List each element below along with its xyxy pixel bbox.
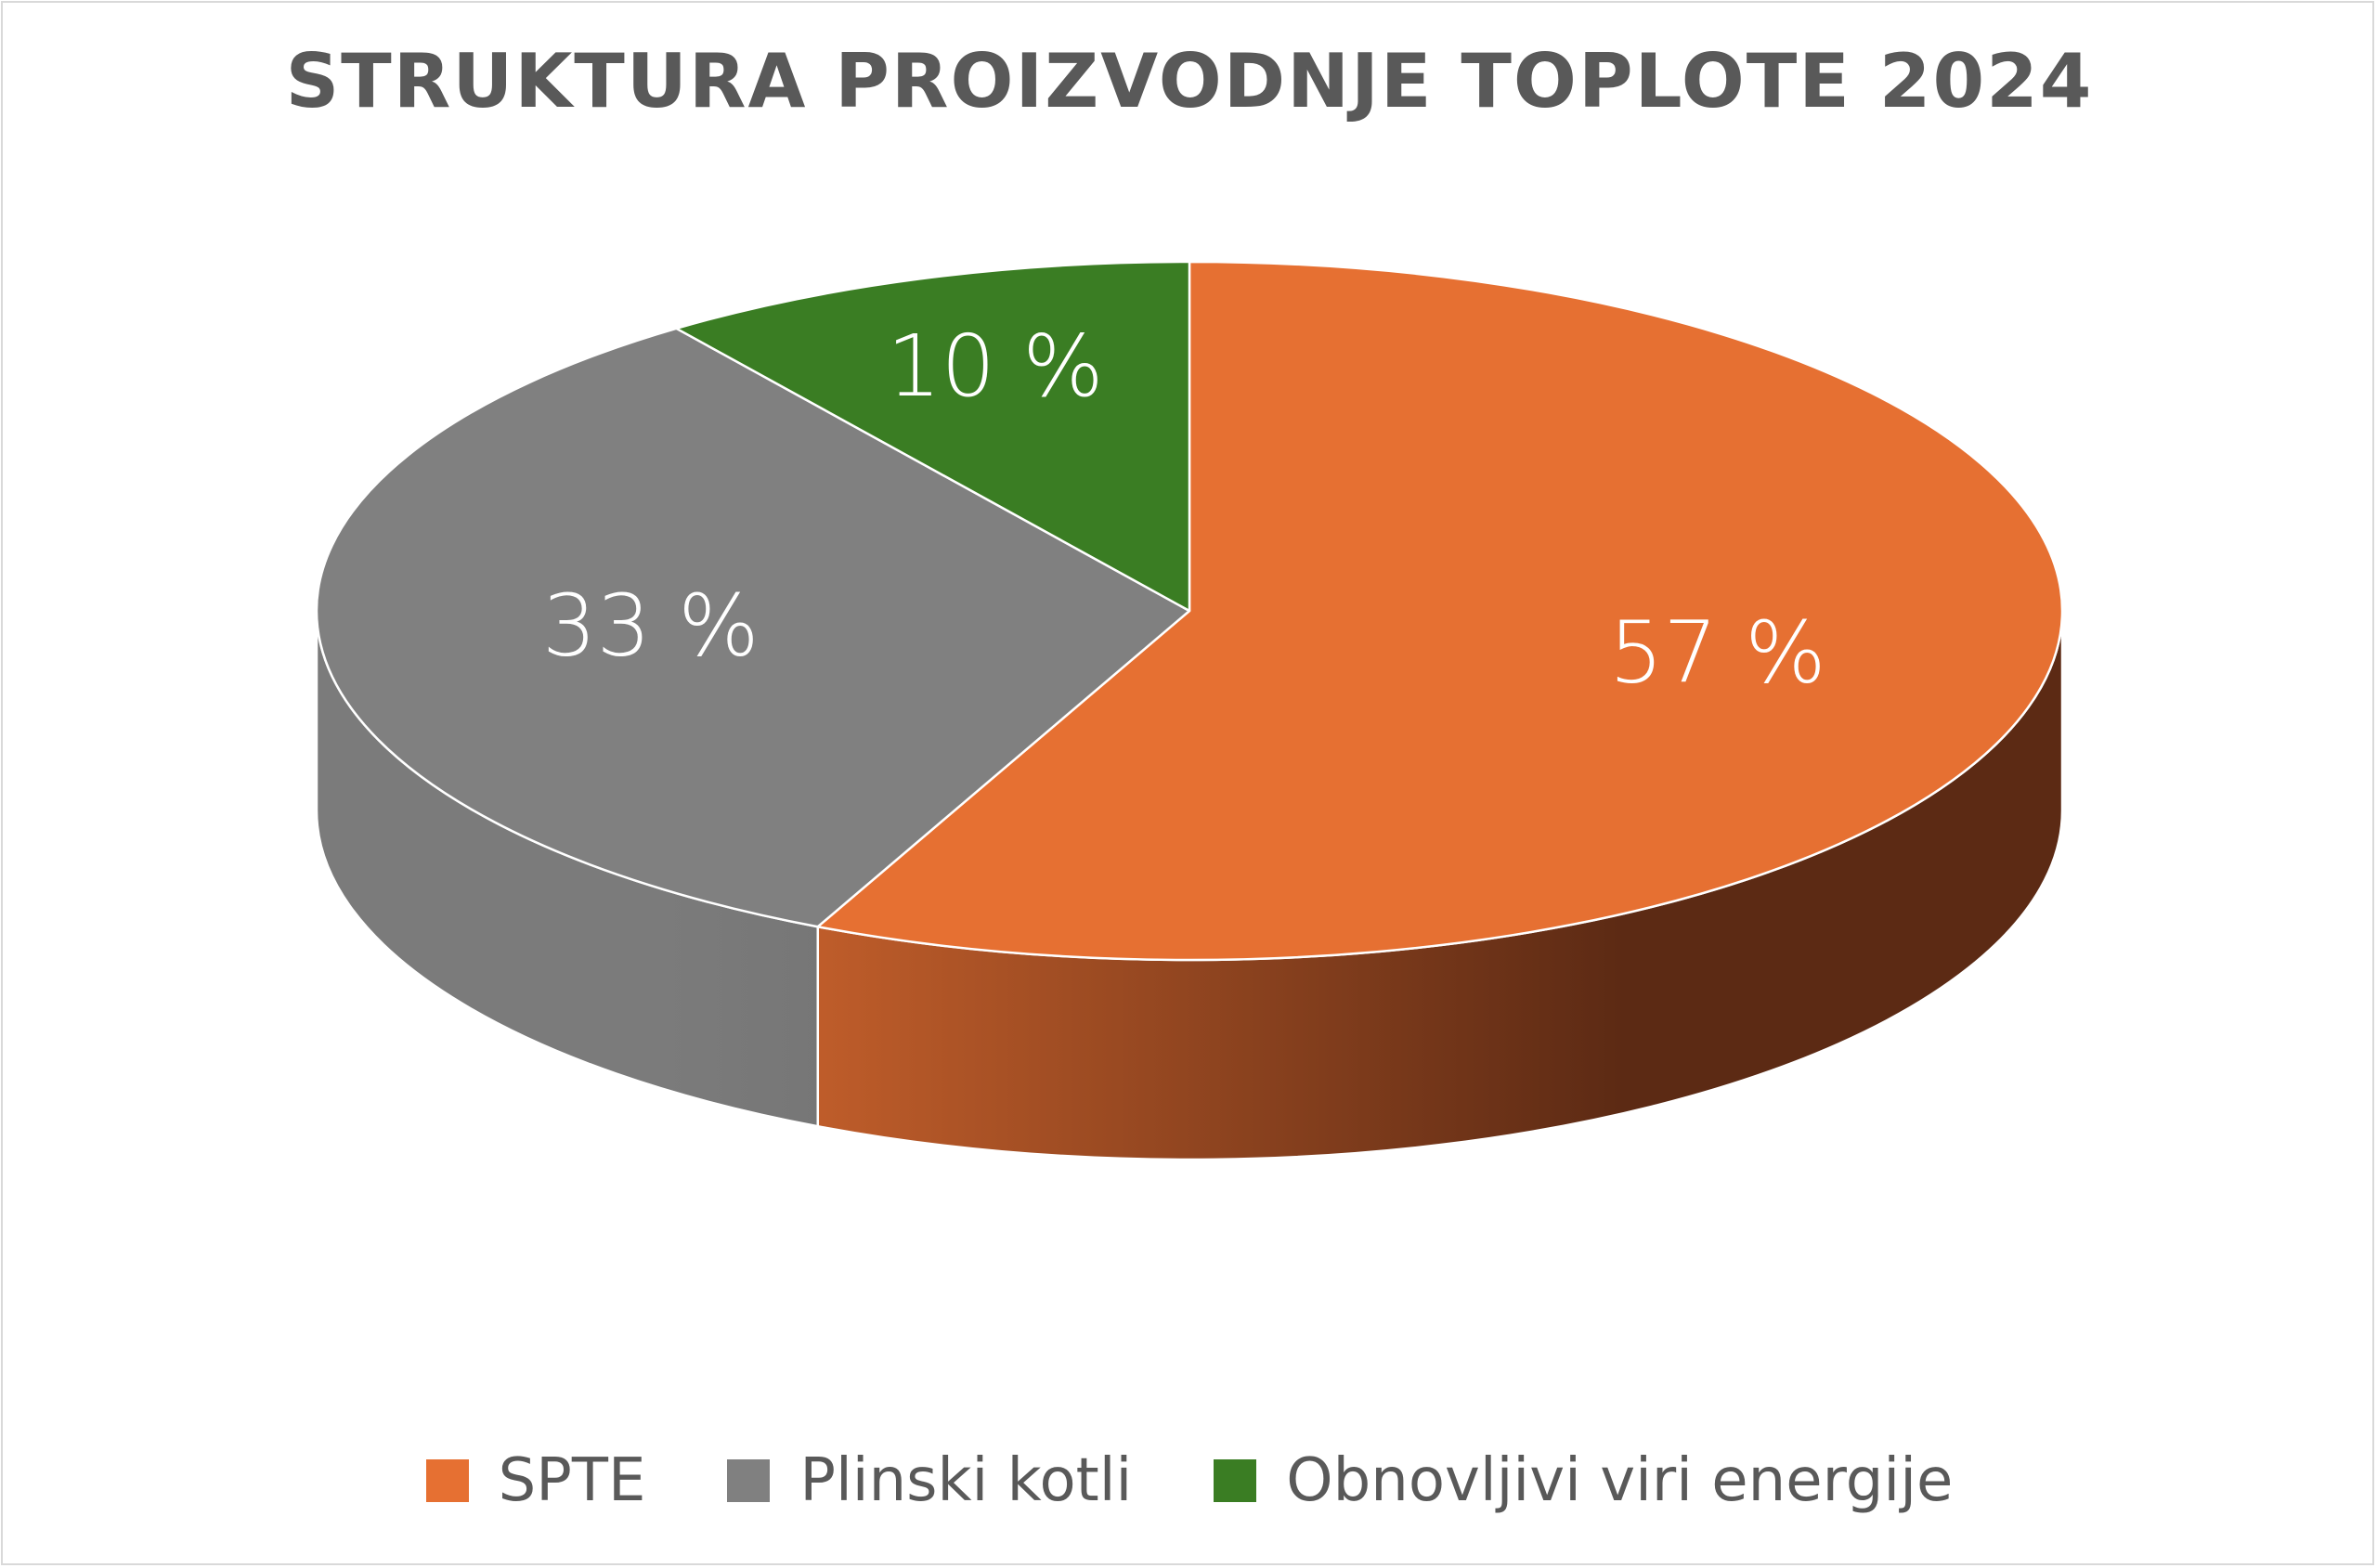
legend-label: SPTE bbox=[498, 1446, 646, 1515]
data-label-obnovljivi-viri-energije: 10 % bbox=[887, 317, 1104, 416]
legend-label: Obnovljivi viri energije bbox=[1286, 1446, 1954, 1515]
legend: SPTE Plinski kotli Obnovljivi viri energij… bbox=[3, 1446, 2376, 1515]
pie-slice-plinski-kotli bbox=[315, 327, 1191, 928]
pie-data-labels: 57 % 33 % 10 % bbox=[542, 317, 1826, 702]
legend-item-obnovljivi-viri-energije: Obnovljivi viri energije bbox=[1214, 1446, 1953, 1515]
legend-swatch bbox=[1214, 1459, 1257, 1502]
legend-swatch bbox=[425, 1459, 469, 1502]
legend-item-plinski-kotli: Plinski kotli bbox=[727, 1446, 1132, 1515]
pie-chart: 57 % 33 % 10 % bbox=[315, 260, 2064, 1161]
pie-slice-spte bbox=[816, 260, 2064, 962]
legend-label: Plinski kotli bbox=[799, 1446, 1133, 1515]
data-label-spte: 57 % bbox=[1609, 603, 1826, 702]
legend-swatch bbox=[727, 1459, 771, 1502]
pie-slice-obnovljivi-viri-energije bbox=[675, 260, 1191, 613]
legend-item-spte: SPTE bbox=[425, 1446, 646, 1515]
chart-title: STRUKTURA PROIZVODNJE TOPLOTE 2024 bbox=[285, 38, 2094, 124]
pie-slices bbox=[315, 260, 2064, 962]
data-label-plinski-kotli: 33 % bbox=[542, 576, 760, 675]
